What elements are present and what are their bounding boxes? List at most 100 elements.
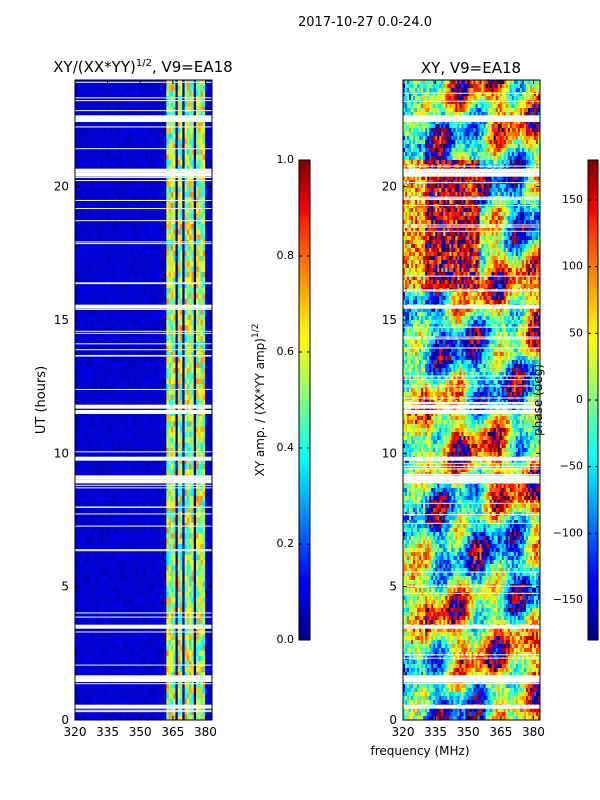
heatmap-cell (164, 421, 167, 428)
heatmap-cell (175, 282, 179, 289)
heatmap-cell (93, 336, 96, 342)
heatmap-cell (102, 213, 106, 220)
heatmap-cell (152, 432, 156, 438)
heatmap-cell (152, 384, 156, 390)
heatmap-cell (122, 501, 126, 508)
heatmap-cell (202, 384, 206, 390)
heatmap-cell (86, 314, 90, 321)
heatmap-cell (134, 309, 138, 316)
heatmap-cell (106, 453, 110, 460)
heatmap-cell (122, 224, 126, 230)
heatmap-cell (191, 149, 195, 156)
heatmap-cell (180, 176, 183, 182)
heatmap-cell (161, 149, 165, 156)
heatmap-cell (111, 389, 115, 396)
heatmap-cell (77, 368, 80, 374)
heatmap-cell (104, 314, 108, 321)
heatmap-cell (77, 464, 80, 470)
heatmap-cell (81, 421, 85, 428)
heatmap-cell (100, 122, 103, 129)
heatmap-cell (175, 234, 179, 241)
heatmap-cell (207, 357, 211, 364)
heatmap-cell (207, 186, 211, 193)
heatmap-cell (100, 154, 103, 161)
heatmap-cell (120, 458, 124, 465)
heatmap-cell (111, 277, 115, 284)
heatmap-cell (145, 426, 149, 433)
heatmap-cell (177, 277, 181, 284)
heatmap-cell (186, 208, 190, 214)
heatmap-cell (191, 218, 195, 225)
heatmap-cell (125, 490, 128, 497)
heatmap-cell (180, 240, 183, 246)
heatmap-cell (157, 202, 160, 209)
heatmap-cell (145, 517, 149, 524)
heatmap-cell (129, 213, 133, 220)
heatmap-cell (189, 176, 192, 182)
heatmap-cell (134, 176, 138, 182)
heatmap-cell (157, 432, 160, 438)
heatmap-cell (109, 245, 112, 252)
heatmap-cell (189, 186, 192, 193)
heatmap-cell (209, 309, 212, 316)
heatmap-cell (75, 453, 78, 460)
heatmap-cell (138, 437, 142, 444)
heatmap-cell (122, 101, 126, 108)
heatmap-cell (173, 122, 176, 129)
heatmap-cell (77, 437, 80, 444)
heatmap-cell (198, 394, 201, 401)
heatmap-cell (122, 149, 126, 156)
heatmap-cell (134, 224, 138, 230)
heatmap-cell (79, 437, 83, 444)
heatmap-cell (152, 144, 156, 150)
heatmap-cell (196, 192, 199, 198)
heatmap-cell (75, 128, 78, 134)
heatmap-cell (184, 112, 188, 118)
heatmap-cell (189, 234, 192, 241)
heatmap-cell (88, 234, 92, 241)
heatmap-cell (150, 298, 154, 305)
heatmap-cell (170, 357, 174, 364)
heatmap-cell (166, 421, 170, 428)
heatmap-cell (193, 154, 197, 161)
heatmap-cell (143, 368, 147, 374)
heatmap-amplitude-ratio (75, 80, 212, 720)
heatmap-cell (97, 309, 101, 316)
heatmap-cell (148, 277, 151, 284)
heatmap-cell (159, 266, 163, 273)
heatmap-cell (129, 90, 133, 97)
heatmap-cell (177, 293, 181, 300)
heatmap-cell (148, 218, 151, 225)
heatmap-cell (205, 133, 208, 140)
heatmap-cell (138, 245, 142, 252)
heatmap-cell (136, 250, 140, 257)
heatmap-cell (113, 378, 117, 385)
heatmap-cell (113, 373, 117, 380)
heatmap-cell (127, 229, 131, 236)
heatmap-cell (180, 90, 183, 97)
heatmap-cell (113, 426, 117, 433)
heatmap-cell (145, 314, 149, 321)
heatmap-cell (157, 442, 160, 449)
heatmap-cell (193, 122, 197, 129)
heatmap-cell (125, 362, 128, 369)
heatmap-cell (134, 256, 138, 262)
heatmap-cell (106, 112, 110, 118)
heatmap-cell (129, 160, 133, 166)
heatmap-cell (157, 378, 160, 385)
heatmap-cell (177, 160, 181, 166)
heatmap-cell (189, 378, 192, 385)
heatmap-cell (125, 181, 128, 188)
heatmap-cell (138, 229, 142, 236)
heatmap-cell (173, 373, 176, 380)
heatmap-cell (186, 437, 190, 444)
heatmap-cell (191, 160, 195, 166)
heatmap-cell (207, 490, 211, 497)
heatmap-cell (118, 266, 122, 273)
heatmap-cell (100, 202, 103, 209)
heatmap-cell (122, 202, 126, 209)
heatmap-cell (104, 229, 108, 236)
heatmap-cell (95, 80, 99, 86)
heatmap-cell (196, 165, 199, 172)
heatmap-cell (159, 234, 163, 241)
